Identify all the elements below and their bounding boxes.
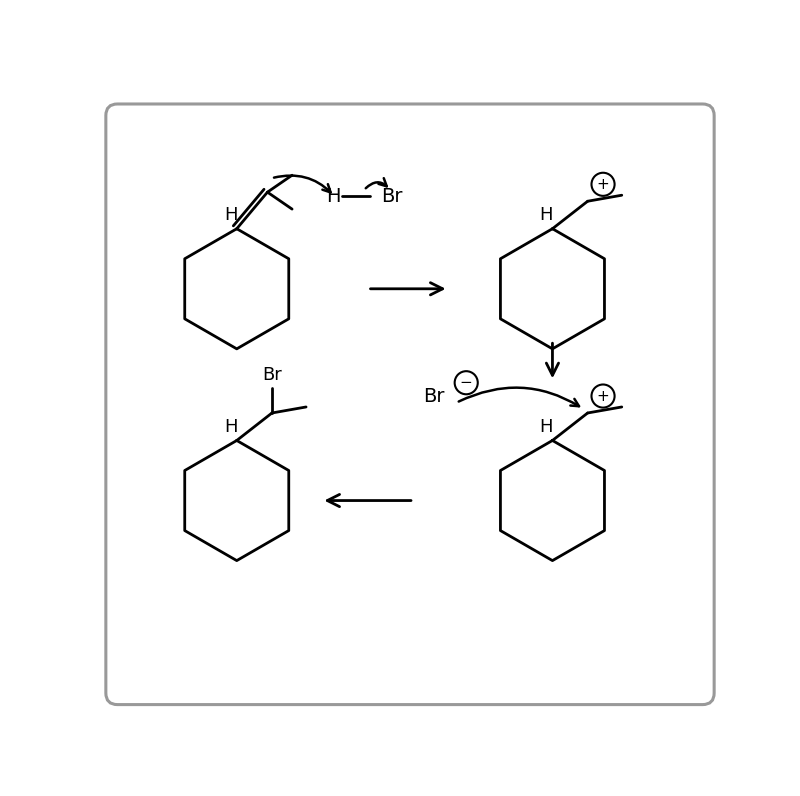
FancyBboxPatch shape — [106, 104, 714, 704]
FancyArrowPatch shape — [458, 388, 579, 406]
Text: H: H — [224, 206, 238, 224]
Text: H: H — [539, 418, 553, 436]
Text: −: − — [460, 375, 473, 390]
Text: Br: Br — [262, 365, 282, 384]
Text: +: + — [597, 177, 610, 192]
Text: Br: Br — [381, 187, 402, 206]
Text: H: H — [326, 187, 341, 206]
Text: Br: Br — [423, 387, 445, 406]
Text: H: H — [539, 206, 553, 224]
Text: H: H — [224, 418, 238, 436]
Text: +: + — [597, 388, 610, 404]
FancyArrowPatch shape — [366, 178, 386, 188]
FancyArrowPatch shape — [274, 176, 330, 193]
